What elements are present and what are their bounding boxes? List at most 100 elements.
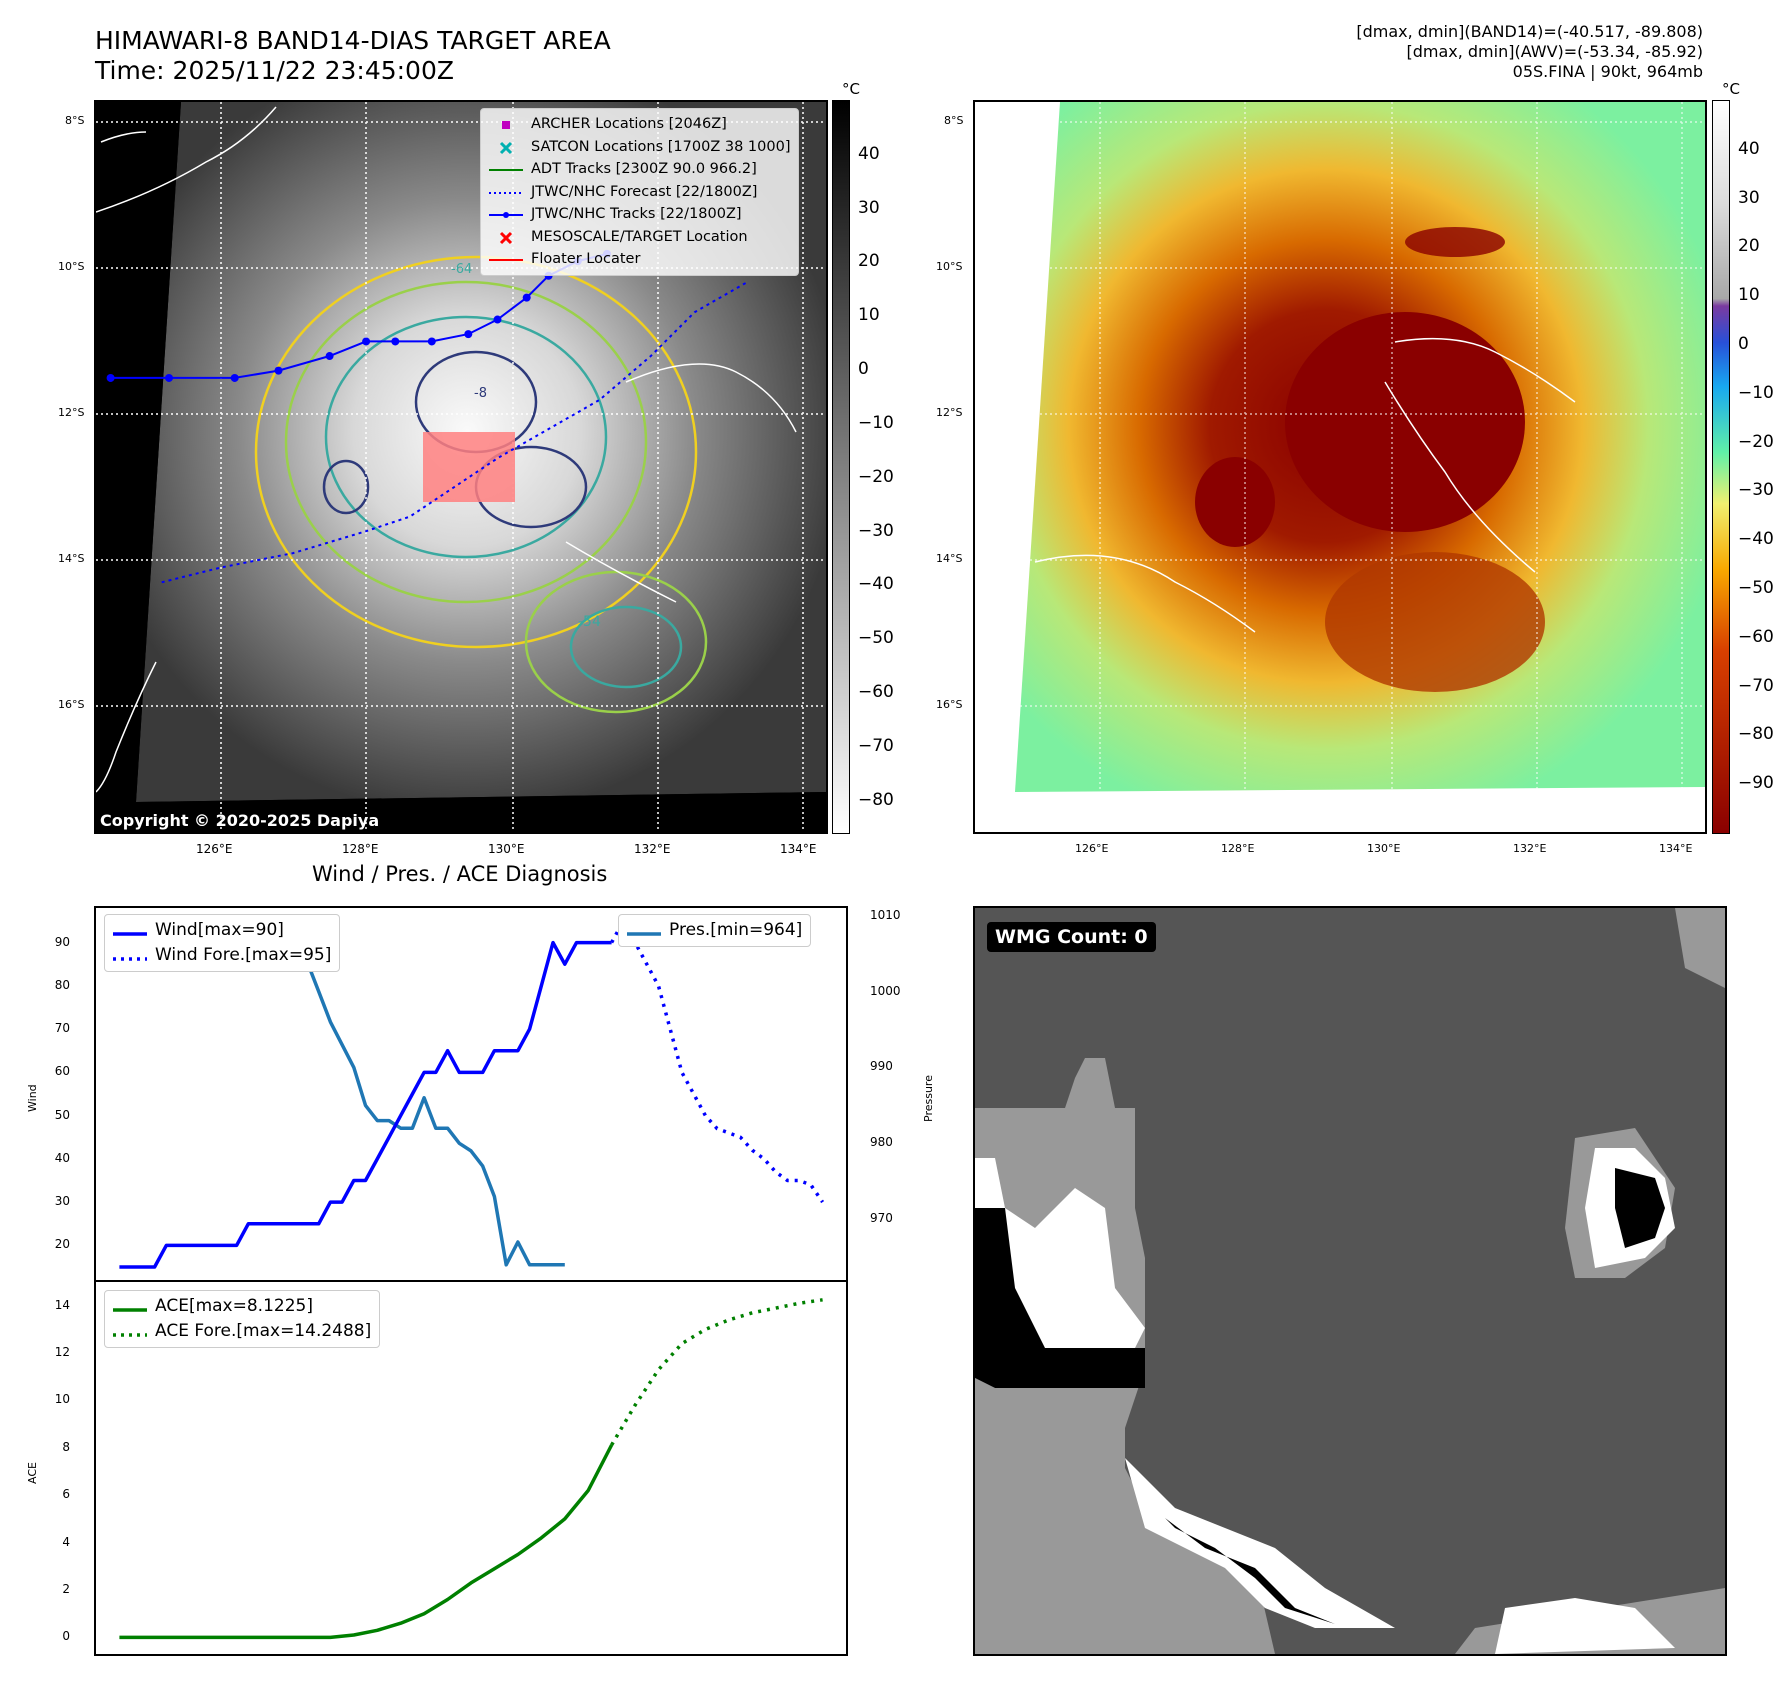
track-point xyxy=(522,293,531,302)
axis-tick: 90 xyxy=(54,934,70,949)
legend-label: ADT Tracks [2300Z 90.0 966.2] xyxy=(531,161,757,177)
legend-item: ARCHER Locations [2046Z] xyxy=(489,113,790,136)
ace-plot xyxy=(119,1298,823,1640)
colorbar-tick: −60 xyxy=(1738,626,1774,647)
legend-symbol xyxy=(489,252,523,266)
awv-map-panel xyxy=(973,100,1707,834)
axis-tick: 1010 xyxy=(870,907,901,922)
lon-label: 128°E xyxy=(1221,842,1255,855)
colorbar-gray xyxy=(832,100,850,834)
colorbar-tick: 40 xyxy=(858,143,880,164)
track-point xyxy=(165,373,173,382)
track-point xyxy=(493,315,502,324)
colorbar-unit: °C xyxy=(842,80,860,98)
axis-tick: 40 xyxy=(54,1150,70,1165)
colorbar-tick: 0 xyxy=(1738,334,1749,354)
track-point xyxy=(230,373,239,382)
timeseries-title: Wind / Pres. / ACE Diagnosis xyxy=(312,862,608,886)
legend-symbol xyxy=(489,162,523,176)
lon-label: 126°E xyxy=(1075,842,1109,855)
colorbar-tick: −20 xyxy=(858,466,894,487)
legend-label: SATCON Locations [1700Z 38 1000] xyxy=(531,138,791,155)
wmg-count-badge: WMG Count: 0 xyxy=(987,922,1156,952)
axis-tick: 990 xyxy=(870,1059,893,1074)
legend-symbol xyxy=(489,207,523,221)
axis-tick: 80 xyxy=(54,977,70,992)
legend-item: JTWC/NHC Tracks [22/1800Z] xyxy=(489,203,790,226)
copyright-text: Copyright © 2020-2025 Dapiya xyxy=(100,811,380,830)
colorbar-tick: −10 xyxy=(1738,382,1774,403)
colorbar-tick: 30 xyxy=(1738,187,1760,208)
colorbar-tick: −40 xyxy=(858,574,894,595)
colorbar-tick: −40 xyxy=(1738,529,1774,550)
axis-tick: 2 xyxy=(62,1582,70,1597)
axis-tick: 70 xyxy=(54,1021,70,1036)
map-legend: ARCHER Locations [2046Z] SATCON Locations… xyxy=(480,108,800,276)
track-point xyxy=(427,337,436,346)
colorbar-tick: 20 xyxy=(1738,236,1760,257)
lat-label: 12°S xyxy=(58,406,85,419)
legend-label: JTWC/NHC Tracks [22/1800Z] xyxy=(531,206,742,222)
lon-label: 130°E xyxy=(1367,842,1401,855)
colorbar-tick: −10 xyxy=(858,412,894,433)
axis-tick: 0 xyxy=(62,1629,70,1644)
pressure-line xyxy=(119,921,565,1267)
wind-line xyxy=(119,940,612,1269)
chart-title: HIMAWARI-8 BAND14-DIAS TARGET AREA Time: … xyxy=(95,26,611,85)
lat-label: 8°S xyxy=(65,114,85,127)
contour-label-3: -54 xyxy=(578,614,601,630)
colorbar-tick: −70 xyxy=(1738,675,1774,696)
stats-text: [dmax, dmin](BAND14)=(-40.517, -89.808) … xyxy=(1356,22,1703,81)
lat-label: 16°S xyxy=(936,698,963,711)
legend-item: ADT Tracks [2300Z 90.0 966.2] xyxy=(489,158,790,181)
legend-label: JTWC/NHC Forecast [22/1800Z] xyxy=(531,183,758,200)
colorbar-tick: −50 xyxy=(1738,578,1774,598)
colorbar-tick: −90 xyxy=(1738,773,1774,794)
axis-tick: 970 xyxy=(870,1211,893,1226)
axis-tick: 8 xyxy=(62,1439,70,1454)
legend-item: MESOSCALE/TARGET Location xyxy=(489,226,790,249)
track-point xyxy=(274,366,283,375)
wind-axis-title: Wind xyxy=(26,1084,39,1112)
lat-label: 12°S xyxy=(936,406,963,419)
legend-label: ARCHER Locations [2046Z] xyxy=(531,116,727,132)
legend-item: Floater Locater xyxy=(489,248,790,271)
lat-label: 10°S xyxy=(58,260,85,273)
wind-forecast-line xyxy=(610,919,825,1204)
legend-symbol xyxy=(489,185,523,199)
lat-label: 8°S xyxy=(944,114,964,127)
axis-tick: 14 xyxy=(54,1297,70,1312)
lon-label: 130°E xyxy=(488,842,525,856)
colorbar-tick: −80 xyxy=(1738,724,1774,745)
axis-tick: 20 xyxy=(54,1237,70,1252)
track-point xyxy=(106,373,115,382)
legend-symbol xyxy=(489,140,523,154)
wmg-panel: WMG Count: 0 xyxy=(973,906,1727,1656)
ace-axis-title: ACE xyxy=(26,1462,39,1484)
colorbar-color xyxy=(1712,100,1730,834)
colorbar-tick: −30 xyxy=(858,520,894,541)
contour-label-2: -8 xyxy=(474,386,487,401)
colorbar-tick: −50 xyxy=(858,628,894,649)
legend-item: SATCON Locations [1700Z 38 1000] xyxy=(489,136,790,159)
axis-tick: 12 xyxy=(54,1345,70,1360)
legend-symbol xyxy=(489,230,523,244)
axis-tick: 1000 xyxy=(870,983,901,998)
contour-label-1: -64 xyxy=(451,262,473,277)
track-overlay xyxy=(106,249,747,584)
legend-label: MESOSCALE/TARGET Location xyxy=(531,228,748,245)
pres-legend: Pres.[min=964] xyxy=(618,914,812,947)
track-point xyxy=(362,337,371,346)
track-point xyxy=(325,352,334,361)
legend-symbol xyxy=(489,117,523,131)
colorbar-tick: 10 xyxy=(1738,285,1760,306)
lat-label: 16°S xyxy=(58,698,85,711)
axis-tick: 50 xyxy=(54,1107,70,1122)
wind-legend: Wind[max=90] Wind Fore.[max=95] xyxy=(104,914,341,972)
lon-label: 134°E xyxy=(780,842,817,856)
pres-axis-title: Pressure xyxy=(922,1075,935,1122)
axis-tick: 10 xyxy=(54,1392,70,1407)
track-point xyxy=(464,330,473,339)
colorbar-tick: −80 xyxy=(858,789,894,810)
colorbar-tick: 40 xyxy=(1738,138,1760,159)
